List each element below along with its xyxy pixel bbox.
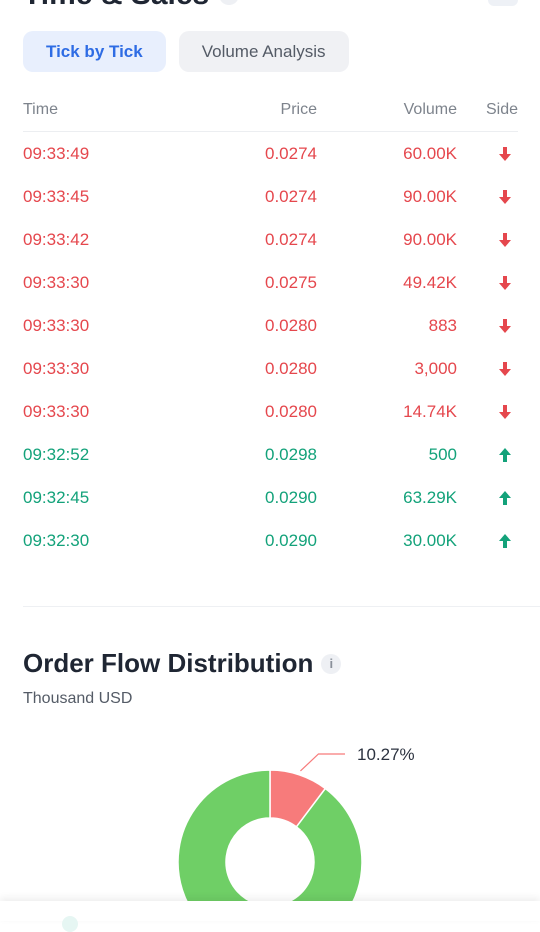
arrow-up-icon <box>499 447 511 462</box>
info-icon[interactable]: i <box>321 653 342 674</box>
trade-volume: 60.00K <box>403 143 457 163</box>
arrow-down-icon <box>499 189 511 204</box>
slice-label: 10.27% <box>357 745 415 764</box>
trade-price: 0.0280 <box>265 315 317 335</box>
table-row: 09:33:42 0.0274 90.00K <box>23 218 518 261</box>
trade-price: 0.0280 <box>265 401 317 421</box>
trade-time: 09:33:42 <box>23 229 90 249</box>
order-flow-donut-chart: 10.27% <box>177 745 415 905</box>
trade-time: 09:33:30 <box>23 401 90 421</box>
column-header-volume: Volume <box>403 100 457 118</box>
header-action-button[interactable] <box>488 0 518 6</box>
arrow-down-icon <box>499 361 511 376</box>
time-sales-title: Time & Sales <box>23 0 209 10</box>
trade-time: 09:33:30 <box>23 315 90 335</box>
trade-volume: 63.29K <box>403 487 457 507</box>
trade-volume: 90.00K <box>403 229 457 249</box>
column-header-side: Side <box>485 100 518 118</box>
trade-price: 0.0274 <box>265 229 317 249</box>
trade-side <box>457 447 518 463</box>
trade-time: 09:32:52 <box>23 444 90 464</box>
column-header-price: Price <box>280 100 317 118</box>
arrow-up-icon <box>499 490 511 505</box>
trade-side <box>457 490 518 506</box>
trade-side <box>457 404 518 420</box>
trade-price: 0.0298 <box>265 444 317 464</box>
trade-time: 09:32:45 <box>23 487 90 507</box>
trade-volume: 3,000 <box>414 358 457 378</box>
section-divider <box>23 606 540 607</box>
trade-side <box>457 533 518 549</box>
table-row: 09:33:30 0.0275 49.42K <box>23 261 518 304</box>
order-flow-title: Order Flow Distribution <box>23 648 314 678</box>
table-row: 09:33:30 0.0280 883 <box>23 304 518 347</box>
trade-time: 09:32:30 <box>23 530 90 550</box>
table-row: 09:32:52 0.0298 500 <box>23 433 518 476</box>
trade-side <box>457 318 518 334</box>
arrow-down-icon <box>499 232 511 247</box>
trade-time: 09:33:30 <box>23 272 90 292</box>
table-row: 09:32:45 0.0290 63.29K <box>23 476 518 519</box>
arrow-down-icon <box>499 318 511 333</box>
trade-price: 0.0274 <box>265 143 317 163</box>
table-row: 09:33:45 0.0274 90.00K <box>23 175 518 218</box>
table-row: 09:33:30 0.0280 3,000 <box>23 347 518 390</box>
trade-volume: 14.74K <box>403 401 457 421</box>
donut-slice[interactable] <box>177 769 363 905</box>
nav-icon[interactable] <box>62 916 78 932</box>
time-sales-table: Time Price Volume Side 09:33:49 0.0274 60.… <box>23 88 518 562</box>
trade-time: 09:33:30 <box>23 358 90 378</box>
trade-volume: 49.42K <box>403 272 457 292</box>
trade-side <box>457 146 518 162</box>
order-flow-unit: Thousand USD <box>23 690 133 707</box>
column-header-time: Time <box>23 100 58 118</box>
trade-price: 0.0275 <box>265 272 317 292</box>
time-sales-header: Time & Sales i <box>23 0 240 10</box>
table-row: 09:33:49 0.0274 60.00K <box>23 132 518 175</box>
trade-volume: 883 <box>428 315 457 335</box>
order-flow-header: Order Flow Distribution i <box>23 648 342 679</box>
trade-price: 0.0290 <box>265 530 317 550</box>
trade-price: 0.0290 <box>265 487 317 507</box>
bottom-nav-bar <box>0 901 540 932</box>
slice-label-leader-line <box>300 753 345 772</box>
tab-bar: Tick by Tick Volume Analysis <box>23 31 349 72</box>
trade-price: 0.0274 <box>265 186 317 206</box>
arrow-down-icon <box>499 146 511 161</box>
trade-side <box>457 275 518 291</box>
trade-volume: 30.00K <box>403 530 457 550</box>
table-body: 09:33:49 0.0274 60.00K 09:33:45 0.0274 90.00K… <box>23 132 518 562</box>
tab-volume-analysis[interactable]: Volume Analysis <box>178 31 349 72</box>
trade-side <box>457 189 518 205</box>
arrow-down-icon <box>499 275 511 290</box>
trade-volume: 500 <box>428 444 457 464</box>
trade-side <box>457 232 518 248</box>
arrow-down-icon <box>499 404 511 419</box>
table-row: 09:33:30 0.0280 14.74K <box>23 390 518 433</box>
arrow-up-icon <box>499 533 511 548</box>
table-header: Time Price Volume Side <box>23 88 518 132</box>
info-icon[interactable]: i <box>219 0 240 5</box>
trade-price: 0.0280 <box>265 358 317 378</box>
table-row: 09:32:30 0.0290 30.00K <box>23 519 518 562</box>
trade-time: 09:33:49 <box>23 143 90 163</box>
tab-tick-by-tick[interactable]: Tick by Tick <box>23 31 166 72</box>
trade-time: 09:33:45 <box>23 186 90 206</box>
trade-volume: 90.00K <box>403 186 457 206</box>
trade-side <box>457 361 518 377</box>
